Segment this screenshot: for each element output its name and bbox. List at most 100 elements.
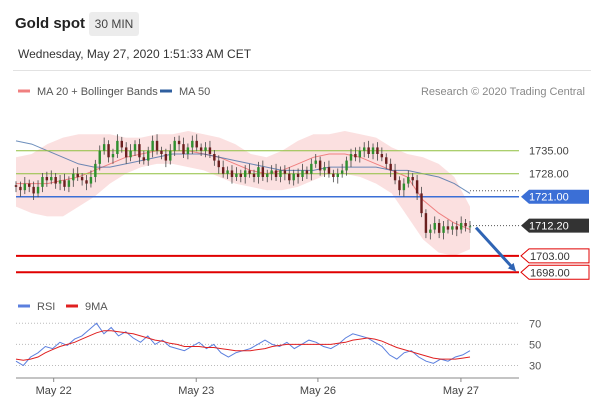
ma50-line	[15, 140, 471, 194]
candle	[199, 143, 203, 156]
candle	[314, 154, 317, 168]
candle	[415, 175, 419, 200]
x-axis: May 22 May 23 May 26 May 27	[16, 377, 519, 397]
rsi-panel: 70 50 30	[15, 318, 541, 372]
candle	[107, 140, 110, 163]
rsi-tick-label: 30	[529, 360, 541, 372]
candle	[151, 135, 154, 158]
ma20-legend-label: MA 20 + Bollinger Bands	[37, 86, 158, 98]
candle	[213, 150, 216, 166]
candle	[349, 148, 353, 168]
datetime-label: Wednesday, May 27, 2020 1:51:33 AM CET	[18, 47, 252, 61]
support-label: 1698.00	[530, 267, 570, 279]
candle	[380, 147, 384, 162]
candle	[420, 186, 423, 218]
candle	[164, 148, 168, 168]
candle	[283, 165, 287, 181]
research-credit: Research © 2020 Trading Central	[421, 86, 585, 98]
candle	[340, 163, 344, 178]
candle	[252, 169, 256, 183]
candle	[41, 173, 44, 193]
candle	[336, 168, 339, 184]
rsi-tick-label: 50	[529, 339, 541, 351]
candle	[208, 140, 212, 158]
candle	[226, 166, 229, 179]
candle	[446, 219, 450, 234]
candle	[58, 175, 62, 191]
x-tick-label: May 26	[300, 385, 336, 397]
last-price-label: 1712.20	[529, 221, 569, 233]
candle	[257, 161, 260, 184]
candle	[288, 167, 291, 185]
candle	[204, 142, 207, 158]
x-tick-label: May 27	[443, 385, 479, 397]
candle	[177, 135, 181, 151]
candle	[111, 148, 115, 164]
x-tick-label: May 23	[178, 385, 214, 397]
candle	[50, 170, 53, 185]
candle	[332, 169, 335, 183]
candle	[367, 140, 370, 158]
candle	[32, 181, 35, 200]
rsi-line	[15, 322, 471, 367]
candle	[235, 167, 238, 181]
rsi-legend-label: RSI	[37, 301, 55, 313]
candle	[182, 137, 185, 158]
candle	[318, 156, 322, 176]
candle	[155, 134, 159, 155]
candle	[191, 135, 194, 154]
timeframe-badge[interactable]: 30 MIN	[89, 12, 139, 36]
candle	[266, 169, 269, 183]
header-divider	[13, 70, 591, 71]
candle	[19, 181, 22, 197]
candle	[407, 170, 410, 188]
candle	[120, 136, 123, 153]
candle	[173, 136, 176, 156]
pivot-label: 1721.00	[529, 192, 569, 204]
candle	[371, 143, 375, 160]
candle	[270, 165, 273, 181]
candle	[76, 167, 79, 181]
bollinger-band-layer	[16, 131, 470, 256]
candle	[451, 222, 454, 235]
candle	[160, 146, 163, 160]
candle	[279, 166, 282, 183]
candle	[389, 158, 392, 177]
price-legend: MA 20 + Bollinger Bands MA 50 Research ©…	[18, 86, 585, 98]
candle	[274, 163, 278, 181]
support-tag	[520, 248, 590, 264]
candle	[442, 221, 445, 240]
chart-header: Gold spot 30 MIN Wednesday, May 27, 2020…	[0, 0, 603, 72]
candle	[402, 178, 406, 197]
candle	[169, 144, 172, 165]
candle	[116, 134, 119, 158]
candle	[14, 181, 18, 193]
candle	[23, 177, 27, 195]
candle	[327, 160, 331, 178]
level-tags-layer: 1735.00 1728.00 1721.00 1712.20 1703.00 1698.…	[520, 146, 590, 280]
candle	[54, 173, 57, 189]
candle	[429, 224, 432, 240]
candle	[424, 209, 428, 239]
bollinger-band-fill	[16, 131, 470, 256]
candle	[67, 176, 71, 193]
candle	[437, 219, 441, 239]
candle	[310, 158, 313, 181]
candle	[89, 170, 93, 188]
candle	[45, 171, 49, 187]
candle	[239, 169, 243, 183]
candle	[248, 163, 251, 178]
candle	[28, 179, 31, 193]
candlestick-layer	[14, 134, 472, 240]
rsi-legend: RSI 9MA	[18, 301, 108, 313]
candle	[129, 144, 132, 162]
candle	[385, 153, 388, 170]
candle	[36, 180, 40, 198]
last-price-tag	[521, 218, 589, 233]
candle	[358, 146, 362, 163]
candle	[195, 134, 198, 152]
candle	[323, 161, 326, 177]
candle	[142, 150, 146, 165]
candle	[230, 165, 234, 184]
